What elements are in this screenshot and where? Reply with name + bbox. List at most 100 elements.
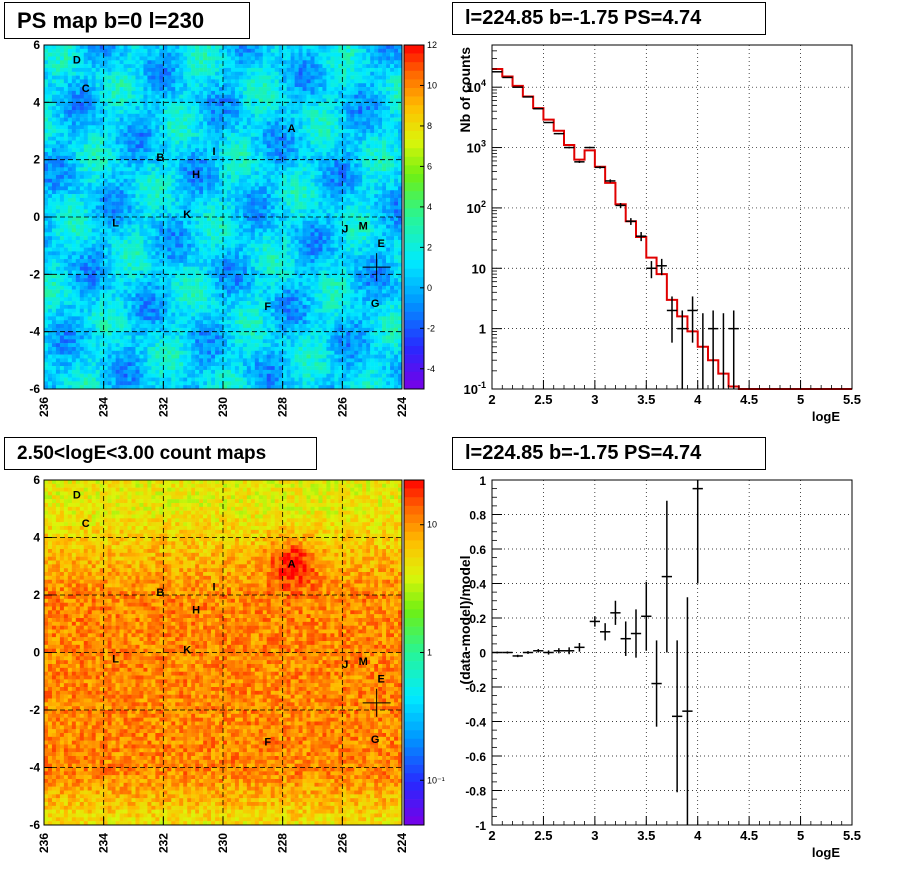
ps-map-cell xyxy=(207,71,212,76)
ps-map-cell xyxy=(63,255,69,260)
ps-map-cell xyxy=(63,343,69,348)
ps-map-cell xyxy=(215,358,220,363)
ps-map-cell xyxy=(143,289,148,294)
ps-map-cell xyxy=(183,45,188,50)
ps-map-cell xyxy=(203,331,208,336)
ps-map-cell xyxy=(107,45,112,50)
ps-map-cell xyxy=(135,358,140,363)
ps-map-cell xyxy=(191,144,196,149)
ps-map-cell xyxy=(47,346,53,352)
ps-map-cell xyxy=(123,113,128,118)
ps-map-cell xyxy=(115,266,120,271)
ps-map-cell xyxy=(83,259,89,264)
ps-map-cell xyxy=(95,56,100,61)
ps-map-cell xyxy=(55,144,61,149)
ps-map-cell xyxy=(91,152,96,157)
ps-map-cell xyxy=(55,194,61,199)
ps-map-cell xyxy=(107,140,112,145)
ps-map-cell xyxy=(163,174,168,180)
ps-map-cell xyxy=(95,354,100,359)
ps-map-cell xyxy=(258,251,264,256)
ps-map-cell xyxy=(83,331,89,336)
ps-map-cell xyxy=(51,285,57,290)
ps-map-cell xyxy=(211,289,216,294)
ps-map-cell xyxy=(151,194,156,199)
ps-map-cell xyxy=(51,262,57,267)
ps-map-cell xyxy=(115,377,120,382)
ps-map-cell xyxy=(207,251,212,256)
ps-map-cell xyxy=(151,60,156,65)
ps-map-cell xyxy=(155,316,160,321)
ps-map-cell xyxy=(183,297,188,302)
ps-map-cell xyxy=(230,48,236,53)
ps-map-cell xyxy=(55,109,61,115)
ps-map-cell xyxy=(183,190,188,195)
ps-map-cell xyxy=(75,182,81,187)
ps-map-cell xyxy=(67,52,73,57)
ps-map-cell xyxy=(63,106,69,111)
ps-map-cell xyxy=(163,312,168,317)
ps-map-cell xyxy=(143,255,148,260)
ps-map-cell xyxy=(139,259,144,264)
ps-map-cell xyxy=(111,194,116,199)
ps-map-cell xyxy=(44,129,49,134)
ps-map-cell xyxy=(191,75,196,80)
ps-map-cell xyxy=(175,194,180,199)
ps-map-cell xyxy=(250,285,256,290)
ps-map-cell xyxy=(199,201,204,206)
ps-map-cell xyxy=(171,366,176,371)
ps-map-cell xyxy=(238,339,244,344)
ps-map-cell xyxy=(179,236,184,241)
ps-map-cell xyxy=(250,224,256,229)
ps-map-cell xyxy=(179,259,184,264)
ps-map-cell xyxy=(147,369,152,374)
ps-map-cell xyxy=(55,117,61,122)
ps-map-cell xyxy=(175,350,180,355)
ps-map-cell xyxy=(75,171,81,176)
ps-map-cell xyxy=(71,331,77,336)
ps-map-cell xyxy=(44,79,49,84)
ps-map-cell xyxy=(203,232,208,237)
ps-map-cell xyxy=(147,71,152,76)
ps-map-cell xyxy=(183,278,188,283)
ps-map-cell xyxy=(59,106,65,111)
ps-map-cell xyxy=(226,48,232,53)
ps-map-cell xyxy=(107,148,112,153)
ps-map-cell xyxy=(151,83,156,88)
ps-map-cell xyxy=(135,343,140,348)
ps-map-cell xyxy=(67,132,73,137)
ps-map-cell xyxy=(171,297,176,302)
ps-map-cell xyxy=(195,117,200,122)
ps-map-cell xyxy=(167,247,172,252)
ps-map-cell xyxy=(238,109,244,115)
ps-map-cell xyxy=(171,182,176,187)
ps-map-cell xyxy=(234,266,240,271)
ps-map-cell xyxy=(199,228,204,233)
ps-map-cell xyxy=(254,243,260,248)
ps-map-cell xyxy=(95,113,100,118)
ps-map-cell xyxy=(115,346,120,352)
ps-map-cell xyxy=(175,346,180,352)
ps-map-cell xyxy=(91,64,96,69)
ps-map-cell xyxy=(63,71,69,76)
ps-map-cell xyxy=(139,205,144,210)
ps-map-cell xyxy=(103,259,108,264)
ps-map-cell xyxy=(44,113,49,118)
ps-map-cell xyxy=(59,75,65,80)
ps-map-cell xyxy=(195,369,200,374)
ps-map-cell xyxy=(258,144,264,149)
ps-map-cell xyxy=(135,205,140,210)
ps-map-cell xyxy=(139,381,144,386)
ps-map-cell xyxy=(151,178,156,183)
ps-map-cell xyxy=(183,113,188,118)
ps-map-cell xyxy=(55,232,61,237)
ps-map-cell xyxy=(195,106,200,111)
ps-map-cell xyxy=(107,60,112,65)
ps-map-cell xyxy=(258,182,264,187)
ps-map-cell xyxy=(262,113,268,118)
ps-map-cell xyxy=(143,312,148,317)
ps-map-cell xyxy=(79,182,85,187)
ps-map-cell xyxy=(258,190,264,195)
ps-map-cell xyxy=(131,182,136,187)
ps-map-cell xyxy=(199,140,204,145)
